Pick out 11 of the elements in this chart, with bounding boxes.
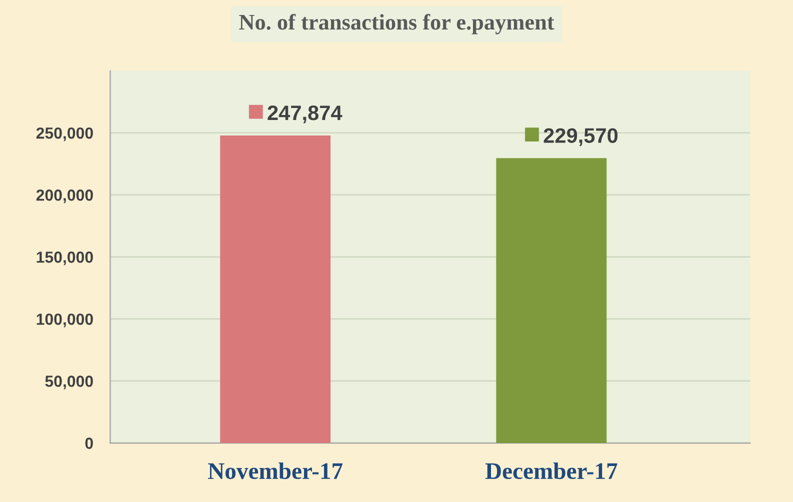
y-tick-label: 250,000 [36, 127, 93, 142]
x-tick-label: November-17 [208, 462, 342, 480]
data-label: 247,874 [268, 105, 342, 124]
y-tick-label: 100,000 [36, 314, 93, 328]
y-tick-label: 200,000 [36, 189, 93, 204]
y-tick-label: 50,000 [45, 376, 93, 390]
data-label: 229,570 [544, 128, 618, 146]
chart-title: No. of transactions for e.payment [239, 14, 554, 34]
y-tick-label: 150,000 [36, 252, 93, 266]
x-tick-label: December-17 [485, 462, 618, 480]
y-tick-label: 0 [85, 438, 93, 449]
